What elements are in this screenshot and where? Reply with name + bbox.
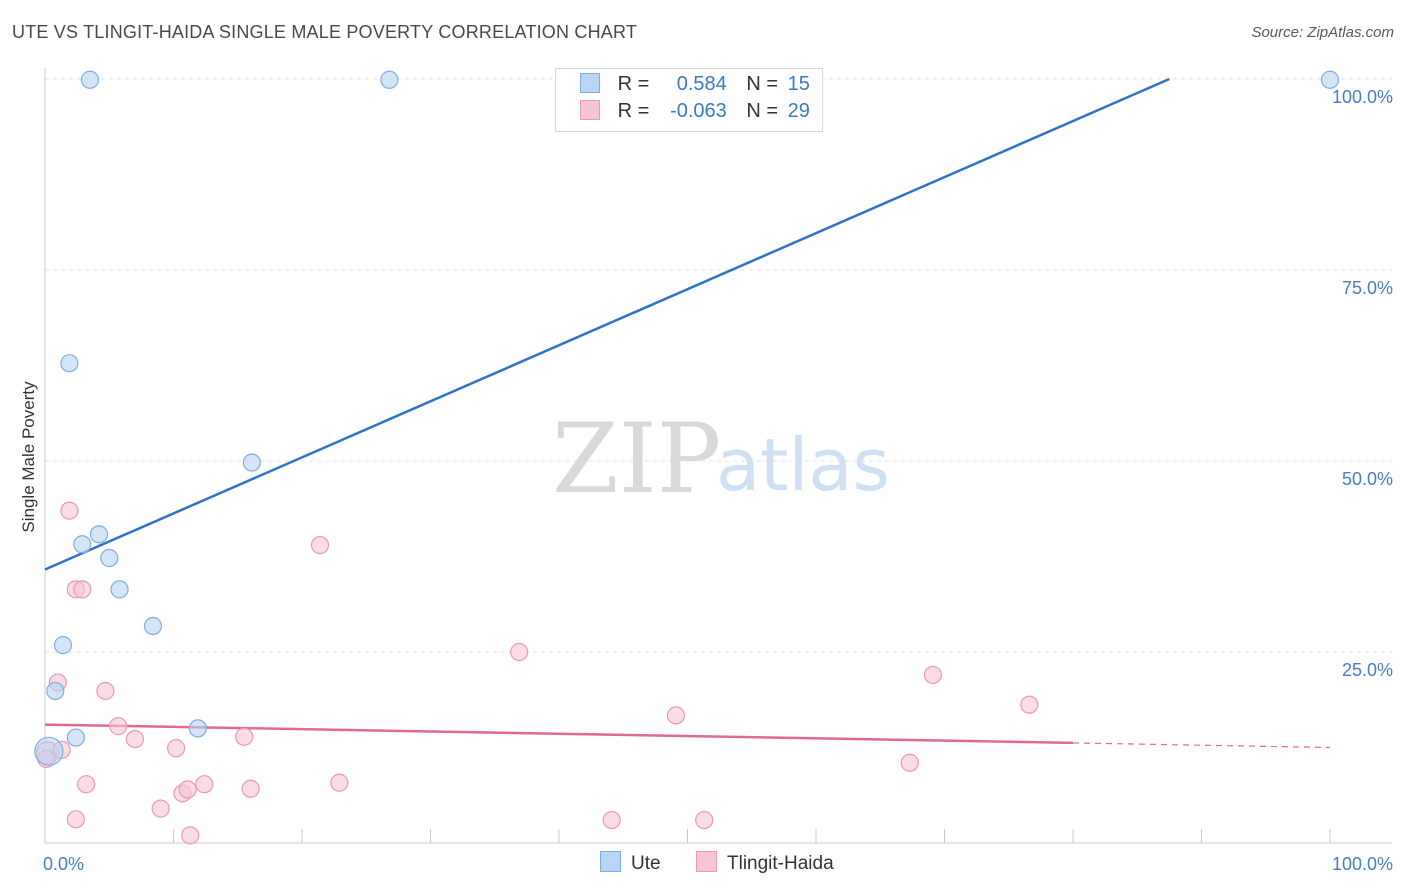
tlingit-point-16 bbox=[181, 826, 200, 845]
ute-point-10 bbox=[53, 636, 73, 655]
bottom-legend-tlingit: Tlingit-Haida bbox=[696, 851, 834, 875]
ute-point-0 bbox=[80, 70, 100, 89]
y-axis-label: Single Male Poverty bbox=[19, 381, 38, 533]
y-tick-label-2: 50.0% bbox=[1342, 469, 1393, 489]
bottom-ute-swatch bbox=[600, 851, 621, 872]
axis-labels: 100.0% 75.0% 50.0% 25.0% 0.0% 100.0% Single Ma… bbox=[19, 87, 1393, 874]
tlingit-point-18 bbox=[241, 779, 260, 798]
x-tick-label-0: 0.0% bbox=[43, 854, 84, 874]
tlingit-point-27 bbox=[1020, 695, 1039, 714]
ute-n-label: N = bbox=[746, 73, 779, 95]
tlingit-n-value: 29 bbox=[787, 100, 810, 122]
tlingit-point-20 bbox=[330, 773, 349, 792]
bottom-tlingit-label: Tlingit-Haida bbox=[727, 853, 834, 874]
tlingit-point-17 bbox=[235, 727, 254, 746]
tlingit-point-6 bbox=[96, 681, 115, 701]
bottom-legend-ute: Ute bbox=[600, 851, 661, 875]
tlingit-point-19 bbox=[310, 535, 330, 555]
ute-trend-line bbox=[44, 77, 1170, 571]
tlingit-point-25 bbox=[900, 753, 919, 772]
tlingit-r-label: R = bbox=[617, 100, 650, 122]
ute-point-9 bbox=[143, 616, 163, 636]
tlingit-point-26 bbox=[923, 665, 943, 685]
tlingit-point-21 bbox=[510, 642, 529, 662]
tlingit-point-13 bbox=[178, 780, 197, 799]
y-tick-label-3: 25.0% bbox=[1342, 660, 1393, 680]
correlation-legend: R = 0.584 N = 15 R = -0.063 N = 29 bbox=[555, 68, 823, 132]
ute-point-7 bbox=[100, 548, 119, 568]
tlingit-point-10 bbox=[66, 810, 85, 829]
tlingit-point-14 bbox=[195, 775, 214, 794]
tlingit-point-24 bbox=[695, 810, 714, 830]
legend-row-tlingit: R = -0.063 N = 29 bbox=[580, 100, 810, 126]
watermark: ZIP atlas bbox=[552, 403, 890, 515]
grid-lines bbox=[45, 78, 1392, 653]
watermark-zip: ZIP bbox=[552, 403, 721, 515]
ute-r-label: R = bbox=[617, 73, 650, 95]
ute-point-4 bbox=[242, 453, 261, 472]
tlingit-point-15 bbox=[151, 799, 170, 818]
tlingit-n-label: N = bbox=[746, 100, 779, 122]
chart-title: UTE VS TLINGIT-HAIDA SINGLE MALE POVERTY… bbox=[12, 22, 638, 42]
x-tick-label-1: 100.0% bbox=[1332, 854, 1393, 874]
bottom-tlingit-swatch bbox=[696, 851, 717, 872]
ute-r-value: 0.584 bbox=[676, 73, 727, 95]
tlingit-point-2 bbox=[60, 501, 79, 520]
source-label: Source: ZipAtlas.com bbox=[1251, 24, 1394, 41]
y-tick-label-0: 100.0% bbox=[1332, 87, 1393, 107]
axes bbox=[44, 68, 1392, 844]
bottom-ute-label: Ute bbox=[631, 853, 661, 874]
tlingit-point-9 bbox=[77, 775, 96, 794]
ute-n-value: 15 bbox=[787, 73, 810, 95]
tlingit-point-11 bbox=[166, 739, 186, 758]
data-points bbox=[34, 70, 1340, 845]
tlingit-trend-extension bbox=[1072, 742, 1331, 749]
tlingit-point-22 bbox=[602, 810, 621, 830]
ute-point-12 bbox=[188, 719, 208, 738]
ute-swatch bbox=[580, 73, 600, 93]
ute-point-13 bbox=[66, 728, 85, 747]
tlingit-point-7 bbox=[109, 717, 128, 736]
tlingit-point-8 bbox=[125, 729, 145, 749]
legend-row-ute: R = 0.584 N = 15 bbox=[580, 73, 810, 99]
ute-point-11 bbox=[46, 681, 65, 701]
ute-point-2 bbox=[1320, 70, 1340, 89]
tlingit-point-4 bbox=[73, 580, 92, 599]
ute-point-8 bbox=[110, 580, 129, 599]
tlingit-r-value: -0.063 bbox=[670, 100, 727, 122]
tlingit-point-23 bbox=[666, 706, 686, 725]
ute-point-6 bbox=[73, 535, 92, 554]
trend-lines bbox=[44, 77, 1331, 749]
tlingit-swatch bbox=[580, 100, 600, 120]
y-tick-label-1: 75.0% bbox=[1342, 278, 1393, 298]
ute-point-1 bbox=[380, 70, 399, 89]
tlingit-trend-line bbox=[44, 723, 1074, 745]
watermark-atlas: atlas bbox=[716, 423, 890, 507]
ute-point-14 bbox=[34, 736, 64, 766]
ute-point-5 bbox=[89, 525, 109, 544]
ute-point-3 bbox=[60, 354, 79, 373]
